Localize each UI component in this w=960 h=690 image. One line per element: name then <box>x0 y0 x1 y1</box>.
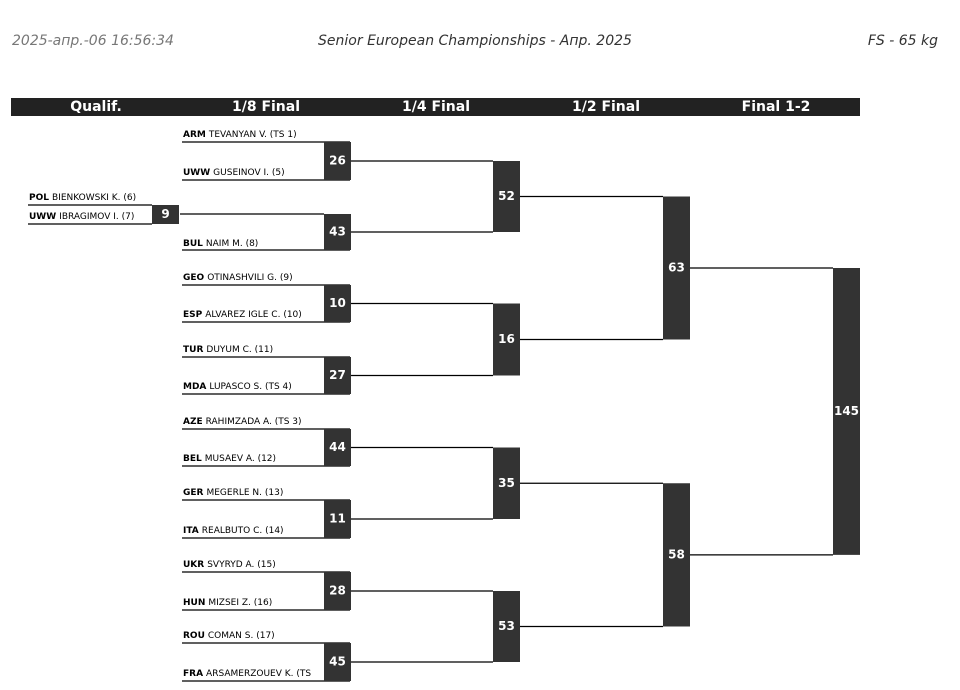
entry: GEO OTINASHVILI G. (9) <box>183 273 293 283</box>
name: COMAN S. (17) <box>208 631 275 641</box>
entry: BUL NAIM M. (8) <box>183 239 258 249</box>
country: ITA <box>183 526 199 536</box>
entry: HUN MIZSEI Z. (16) <box>183 598 272 608</box>
timestamp: 2025-апр.-06 16:56:34 <box>12 33 174 49</box>
round-label: Final 1-2 <box>742 99 811 115</box>
country: GER <box>183 488 204 498</box>
name: SVYRYD A. (15) <box>207 560 276 570</box>
name: ARSAMERZOUEV K. (TS <box>206 669 311 679</box>
name: ALVAREZ IGLE C. (10) <box>205 310 302 320</box>
match-box <box>324 142 351 180</box>
match-box <box>324 214 351 250</box>
title: Senior European Championships - Апр. 202… <box>318 33 632 49</box>
country: ESP <box>183 310 203 320</box>
entry: ESP ALVAREZ IGLE C. (10) <box>183 310 302 320</box>
name: OTINASHVILI G. (9) <box>207 273 292 283</box>
country: AZE <box>183 417 203 427</box>
name: MEGERLE N. (13) <box>206 488 283 498</box>
country: GEO <box>183 273 205 283</box>
match-number: 52 <box>498 189 515 203</box>
match-number: 43 <box>329 225 346 239</box>
entry: GER MEGERLE N. (13) <box>183 488 283 498</box>
match-box <box>324 429 351 466</box>
country: BEL <box>183 454 202 464</box>
match-number: 63 <box>668 261 685 275</box>
round-label: 1/4 Final <box>402 99 470 115</box>
match-box <box>324 643 351 681</box>
match-number: 26 <box>329 154 346 168</box>
name: REALBUTO C. (14) <box>202 526 284 536</box>
name: BIENKOWSKI K. (6) <box>52 193 136 203</box>
name: MIZSEI Z. (16) <box>208 598 272 608</box>
match-number: 27 <box>329 368 346 382</box>
match-box <box>152 205 179 224</box>
match-box <box>324 285 351 322</box>
entry: FRA ARSAMERZOUEV K. (TS <box>183 669 311 679</box>
country: ROU <box>183 631 205 641</box>
match-box <box>493 161 520 232</box>
match-box <box>493 303 520 376</box>
match-number: 145 <box>834 404 859 418</box>
country: ARM <box>183 130 206 140</box>
name: RAHIMZADA A. (TS 3) <box>206 417 302 427</box>
round-label: Qualif. <box>70 99 122 115</box>
match-box <box>324 500 351 538</box>
entry: ROU COMAN S. (17) <box>183 631 275 641</box>
match-box <box>324 572 351 610</box>
name: LUPASCO S. (TS 4) <box>209 382 291 392</box>
match-number: 9 <box>161 207 169 221</box>
match-number: 16 <box>498 332 515 346</box>
name: DUYUM C. (11) <box>206 345 273 355</box>
match-number: 53 <box>498 619 515 633</box>
country: BUL <box>183 239 203 249</box>
name: GUSEINOV I. (5) <box>213 168 284 178</box>
match-number: 28 <box>329 584 346 598</box>
name: TEVANYAN V. (TS 1) <box>208 130 297 140</box>
country: MDA <box>183 382 206 392</box>
round-label: 1/8 Final <box>232 99 300 115</box>
match-box <box>493 447 520 519</box>
entry: UKR SVYRYD A. (15) <box>183 560 276 570</box>
round-label: 1/2 Final <box>572 99 640 115</box>
entry: AZE RAHIMZADA A. (TS 3) <box>183 417 302 427</box>
name: MUSAEV A. (12) <box>205 454 276 464</box>
match-number: 10 <box>329 296 346 310</box>
category: FS - 65 kg <box>868 33 938 49</box>
match-box <box>833 268 860 555</box>
match-number: 35 <box>498 476 515 490</box>
round-bar <box>11 98 860 116</box>
name: NAIM M. (8) <box>206 239 258 249</box>
match-box <box>324 357 351 394</box>
entry: UWW GUSEINOV I. (5) <box>183 168 285 178</box>
entry: UWW IBRAGIMOV I. (7) <box>29 212 134 222</box>
country: UWW <box>183 168 210 178</box>
country: POL <box>29 193 49 203</box>
match-number: 45 <box>329 655 346 669</box>
country: UKR <box>183 560 204 570</box>
name: IBRAGIMOV I. (7) <box>59 212 134 222</box>
match-number: 44 <box>329 440 346 454</box>
entry: BEL MUSAEV A. (12) <box>183 454 276 464</box>
country: TUR <box>183 345 203 355</box>
entry: POL BIENKOWSKI K. (6) <box>29 193 136 203</box>
entry: ARM TEVANYAN V. (TS 1) <box>183 130 297 140</box>
country: FRA <box>183 669 203 679</box>
country: UWW <box>29 212 56 222</box>
country: HUN <box>183 598 205 608</box>
match-number: 11 <box>329 512 346 526</box>
match-box <box>663 196 690 340</box>
match-box <box>663 483 690 627</box>
entry: MDA LUPASCO S. (TS 4) <box>183 382 292 392</box>
entry: ITA REALBUTO C. (14) <box>183 526 284 536</box>
match-number: 58 <box>668 547 685 561</box>
entry: TUR DUYUM C. (11) <box>183 345 273 355</box>
match-box <box>493 591 520 662</box>
